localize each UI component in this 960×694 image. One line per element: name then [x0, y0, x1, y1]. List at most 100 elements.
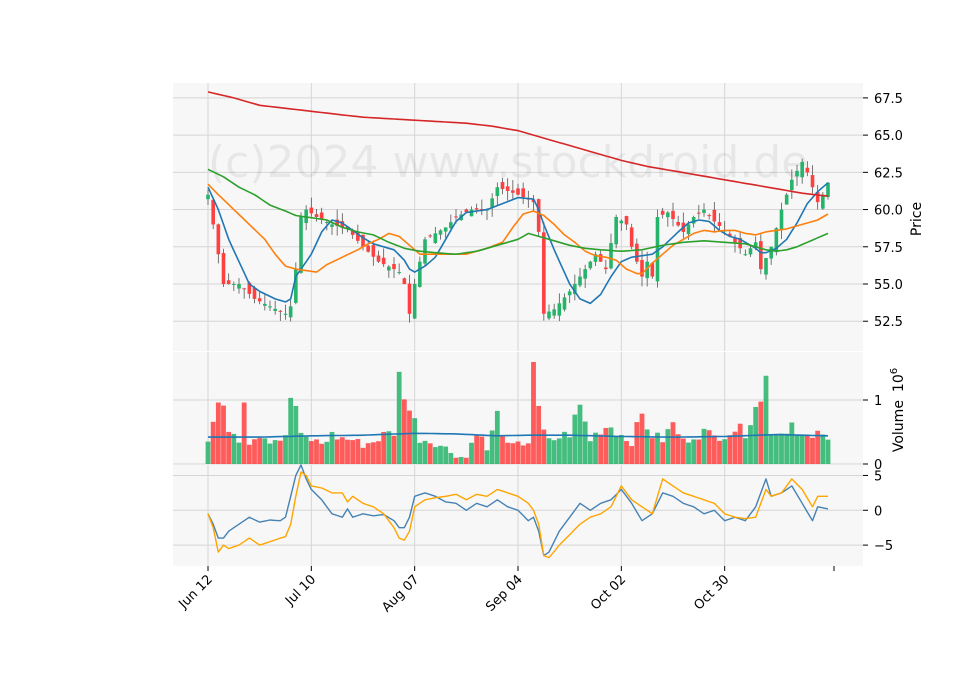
volume-bar: [680, 438, 686, 464]
volume-bar: [686, 442, 691, 464]
volume-bar: [432, 447, 438, 464]
volume-bar: [241, 402, 247, 464]
volume-bar: [365, 443, 371, 464]
candle-body: [562, 297, 567, 310]
candle-body: [407, 283, 412, 314]
volume-bar: [587, 441, 593, 464]
volume-bar: [355, 439, 361, 464]
volume-bar: [308, 441, 314, 464]
volume-bar: [386, 431, 392, 464]
candle-body: [733, 238, 737, 243]
ma-200-line: [207, 91, 829, 197]
candle-body: [629, 227, 634, 247]
candle-body: [247, 282, 252, 294]
candle-body: [671, 210, 675, 219]
price-candles: [206, 158, 830, 323]
volume-bar: [376, 441, 381, 464]
volume-bar: [613, 435, 619, 464]
candle-body: [748, 248, 753, 255]
candle-body: [418, 261, 422, 287]
candle-body: [655, 217, 660, 282]
candle-body: [609, 243, 613, 269]
volume-bar: [675, 434, 681, 464]
ma-long-line: [207, 168, 829, 255]
price-y-tick-label: 57.5: [874, 241, 903, 256]
candle-body: [335, 219, 339, 226]
volume-bar: [448, 453, 454, 464]
volume-bar: [562, 431, 567, 464]
candle-body: [815, 192, 820, 203]
candle-body: [821, 194, 825, 209]
candle-body: [299, 217, 303, 273]
candle-body: [350, 230, 355, 235]
volume-bar: [572, 414, 578, 464]
candle-body: [232, 284, 236, 285]
candle-body: [552, 309, 556, 316]
candle-body: [511, 190, 515, 193]
price-y-tick-label: 62.5: [874, 166, 903, 181]
candle-body: [464, 209, 469, 213]
volume-axis-label-text: Volume: [891, 400, 907, 452]
oscillator-line-2: [207, 471, 828, 559]
volume-bar: [210, 421, 216, 464]
volume-axis-multiplier: 10: [891, 374, 907, 392]
candle-body: [516, 188, 520, 195]
volume-bar: [546, 438, 552, 464]
candle-body: [345, 226, 350, 229]
candle-body: [676, 221, 680, 226]
volume-y-tick-label: 0: [874, 458, 882, 473]
candle-body: [598, 254, 603, 262]
oscillator-line-1: [207, 464, 829, 557]
candle-body: [325, 221, 329, 223]
volume-bar: [443, 446, 449, 464]
candle-body: [314, 214, 319, 217]
candle-body: [387, 266, 391, 271]
candle-body: [547, 311, 551, 319]
volume-bar: [484, 450, 490, 464]
candle-body: [288, 306, 293, 318]
volume-bar: [556, 438, 562, 464]
volume-bar: [722, 439, 728, 464]
volume-bar: [670, 422, 676, 464]
candle-body: [402, 278, 407, 284]
candle-body: [640, 259, 644, 277]
candle-body: [645, 261, 649, 279]
volume-bar: [593, 432, 598, 464]
volume-bar: [784, 433, 790, 464]
volume-bar: [283, 435, 288, 464]
x-tick-label: Oct 02: [588, 572, 629, 613]
volume-bar: [541, 429, 547, 464]
candle-body: [376, 255, 381, 262]
volume-bar: [339, 437, 345, 464]
volume-bar: [779, 433, 784, 464]
candle-body: [779, 209, 784, 230]
volume-bar: [314, 439, 319, 464]
candle-body: [593, 254, 598, 262]
volume-bar: [469, 442, 474, 464]
candle-body: [454, 216, 458, 218]
volume-bar: [748, 425, 753, 464]
candle-body: [578, 276, 582, 286]
volume-bar: [598, 434, 604, 464]
volume-bar: [401, 399, 407, 464]
candle-body: [707, 215, 711, 217]
candle-body: [361, 234, 365, 247]
volume-bar: [665, 429, 671, 464]
volume-bar: [701, 428, 707, 464]
oscillator-y-tick-label: 5: [874, 469, 882, 484]
candle-body: [319, 212, 324, 220]
volume-bar: [298, 432, 304, 464]
candle-body: [309, 207, 314, 214]
candle-body: [728, 233, 732, 237]
volume-bar: [396, 371, 402, 464]
watermark-text: (c)2024 www.stockdroid.de: [208, 137, 808, 188]
volume-bar: [804, 435, 810, 464]
candle-body: [371, 245, 376, 257]
candle-body: [583, 269, 587, 279]
candle-body: [221, 253, 226, 284]
volume-bar: [634, 422, 640, 464]
candle-body: [366, 245, 370, 252]
candle-body: [769, 246, 773, 259]
candle-body: [381, 257, 386, 265]
